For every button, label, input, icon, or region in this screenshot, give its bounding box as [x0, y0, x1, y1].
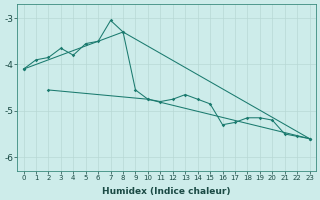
X-axis label: Humidex (Indice chaleur): Humidex (Indice chaleur) [102, 187, 231, 196]
